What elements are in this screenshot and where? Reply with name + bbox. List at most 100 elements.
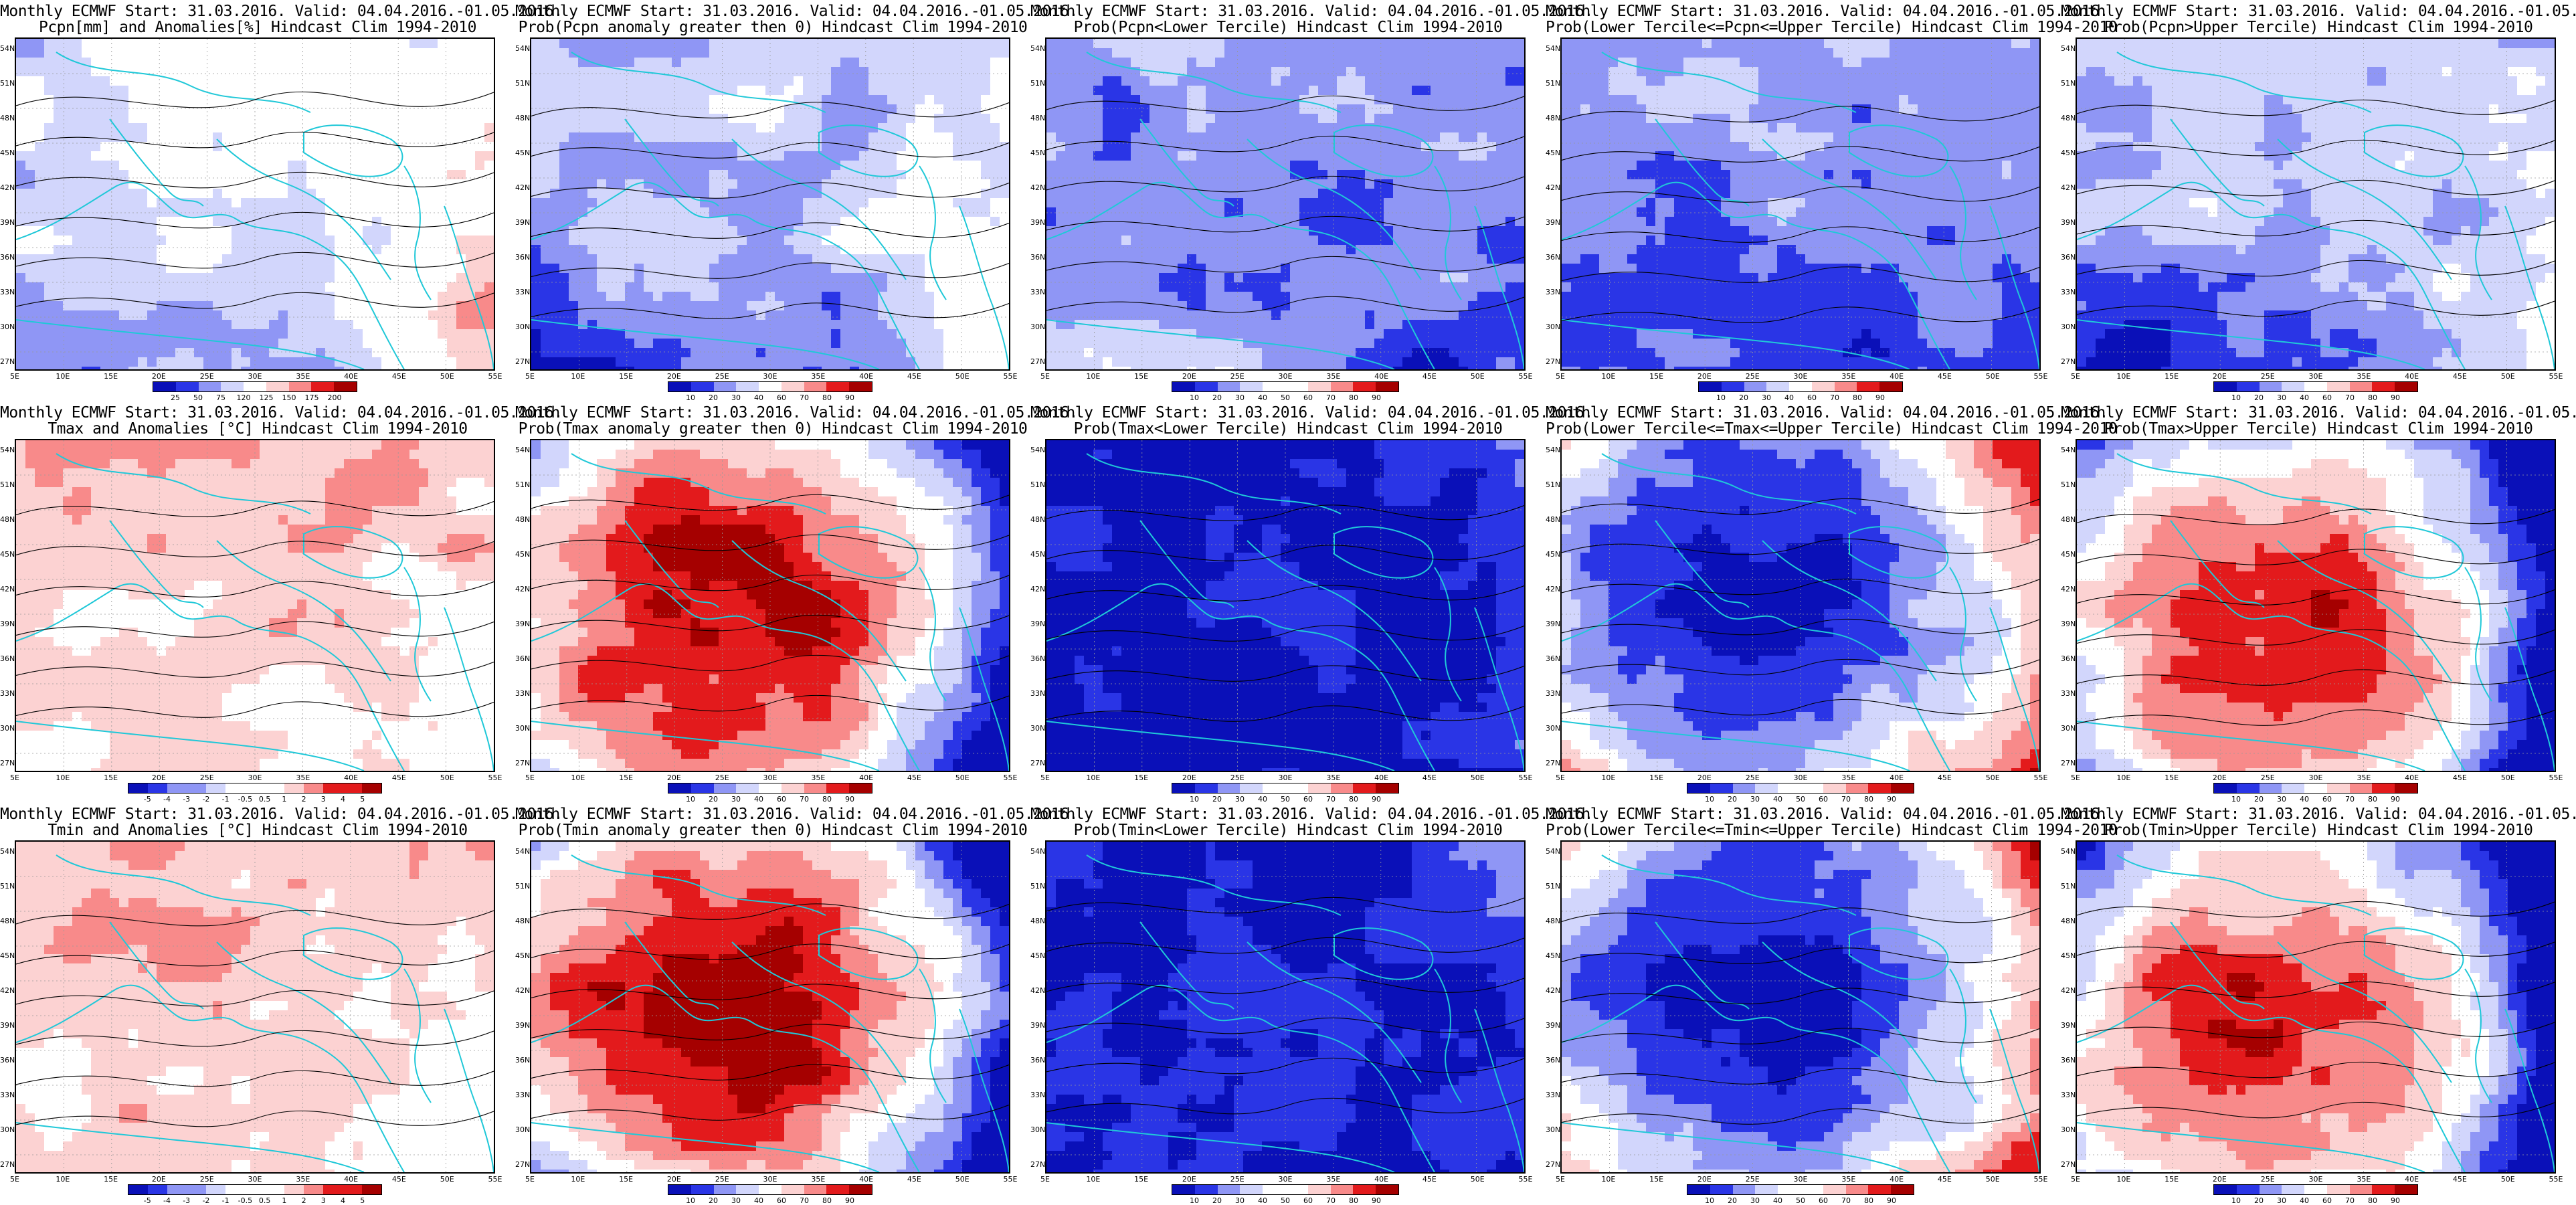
longitude-label: 20E	[1182, 773, 1196, 782]
longitude-label: 50E	[1986, 1175, 2000, 1184]
colorbar-swatch	[187, 783, 206, 793]
latitude-label: 51N	[1030, 79, 1045, 88]
colorbar-swatch	[323, 783, 343, 793]
longitude-label: 25E	[715, 773, 729, 782]
latitude-label: 27N	[515, 1160, 530, 1169]
longitude-label: 40E	[2405, 1175, 2419, 1184]
longitude-label: 35E	[1841, 1175, 1855, 1184]
longitude-label: 30E	[1794, 372, 1808, 381]
colorbar-swatch	[2282, 1185, 2304, 1194]
latitude-label: 39N	[1030, 218, 1045, 227]
latitude-label: 39N	[1546, 1021, 1560, 1030]
colorbar-swatch	[1710, 783, 1733, 793]
colorbar-label: 80	[1864, 1196, 1873, 1205]
longitude-label: 10E	[56, 372, 70, 381]
latitude-label: 51N	[1030, 480, 1045, 489]
longitude-label: 35E	[296, 773, 310, 782]
longitude-label: 20E	[2213, 372, 2227, 381]
latitude-label: 39N	[2061, 620, 2076, 628]
latitude-label: 51N	[515, 79, 530, 88]
longitude-label: 40E	[1374, 1175, 1388, 1184]
colorbar-swatch	[245, 1185, 264, 1194]
longitude-label: 5E	[1556, 773, 1565, 782]
longitude-label: 45E	[392, 1175, 406, 1184]
longitude-label: 10E	[2116, 1175, 2130, 1184]
latitude-label: 33N	[0, 288, 15, 296]
longitude-label: 20E	[667, 1175, 681, 1184]
longitude-label: 55E	[1004, 773, 1018, 782]
colorbar-swatch	[2304, 1185, 2327, 1194]
latitude-label: 39N	[1546, 620, 1560, 628]
map-canvas	[1562, 842, 2039, 1172]
colorbar-swatch	[304, 1185, 323, 1194]
longitude-label: 25E	[1230, 773, 1245, 782]
map-canvas	[2077, 842, 2555, 1172]
latitude-label: 54N	[1030, 847, 1045, 856]
map-canvas	[1046, 842, 1524, 1172]
latitude-label: 27N	[2061, 1160, 2076, 1169]
latitude-label: 48N	[0, 917, 15, 925]
latitude-label: 54N	[0, 847, 15, 856]
longitude-label: 10E	[571, 1175, 585, 1184]
forecast-panel: Monthly ECMWF Start: 31.03.2016. Valid: …	[1546, 401, 2061, 803]
panel-title-line2: Prob(Lower Tercile<=Pcpn<=Upper Tercile)…	[1546, 19, 2061, 36]
colorbar-swatch	[826, 382, 849, 391]
longitude-label: 35E	[811, 1175, 825, 1184]
colorbar-swatch	[714, 783, 737, 793]
latitude-label: 27N	[1030, 759, 1045, 767]
latitude-label: 30N	[1546, 1125, 1560, 1134]
longitude-label: 10E	[2116, 773, 2130, 782]
colorbar	[2213, 1184, 2418, 1195]
latitude-label: 27N	[515, 759, 530, 767]
colorbar-swatch	[1868, 1185, 1891, 1194]
longitude-label: 40E	[1374, 773, 1388, 782]
latitude-label: 51N	[2061, 882, 2076, 891]
colorbar-swatch	[1857, 382, 1879, 391]
colorbar-swatch	[2260, 783, 2282, 793]
colorbar-swatch	[1687, 1185, 1710, 1194]
longitude-label: 40E	[344, 372, 358, 381]
longitude-label: 40E	[1374, 372, 1388, 381]
colorbar-swatch	[2327, 783, 2350, 793]
longitude-label: 10E	[56, 1175, 70, 1184]
colorbar-swatch	[2304, 382, 2327, 391]
longitude-label: 5E	[2071, 372, 2080, 381]
latitude-label: 30N	[0, 1125, 15, 1134]
latitude-label: 33N	[515, 1091, 530, 1099]
forecast-map	[15, 840, 495, 1174]
colorbar-swatch	[153, 382, 176, 391]
latitude-label: 54N	[1030, 446, 1045, 454]
longitude-label: 15E	[104, 1175, 118, 1184]
colorbar-swatch	[1263, 1185, 1285, 1194]
latitude-label: 45N	[2061, 149, 2076, 157]
longitude-label: 45E	[1938, 773, 1952, 782]
colorbar-swatch	[668, 783, 691, 793]
map-canvas	[16, 842, 494, 1172]
colorbar-swatch	[2214, 1185, 2237, 1194]
colorbar-swatch	[804, 382, 827, 391]
map-canvas	[531, 39, 1009, 369]
longitude-label: 45E	[907, 1175, 921, 1184]
longitude-label: 15E	[2165, 372, 2179, 381]
latitude-label: 42N	[0, 986, 15, 995]
longitude-label: 55E	[2549, 372, 2563, 381]
colorbar-swatch	[804, 1185, 827, 1194]
colorbar-swatch	[1195, 382, 1218, 391]
colorbar-label: 10	[686, 1196, 695, 1205]
colorbar-label: 50	[1281, 1196, 1290, 1205]
latitude-label: 27N	[1546, 357, 1560, 366]
colorbar-label: 0.5	[259, 1196, 271, 1205]
colorbar-swatch	[362, 1185, 381, 1194]
latitude-label: 36N	[0, 654, 15, 663]
latitude-label: 54N	[1546, 446, 1560, 454]
longitude-label: 15E	[104, 773, 118, 782]
latitude-label: 39N	[0, 218, 15, 227]
colorbar-label: 90	[1887, 1196, 1896, 1205]
latitude-label: 42N	[1030, 183, 1045, 192]
longitude-label: 5E	[10, 372, 19, 381]
latitude-label: 39N	[1546, 218, 1560, 227]
longitude-label: 55E	[2034, 372, 2048, 381]
latitude-label: 36N	[1030, 1056, 1045, 1064]
latitude-label: 36N	[1546, 253, 1560, 262]
longitude-label: 25E	[200, 1175, 214, 1184]
